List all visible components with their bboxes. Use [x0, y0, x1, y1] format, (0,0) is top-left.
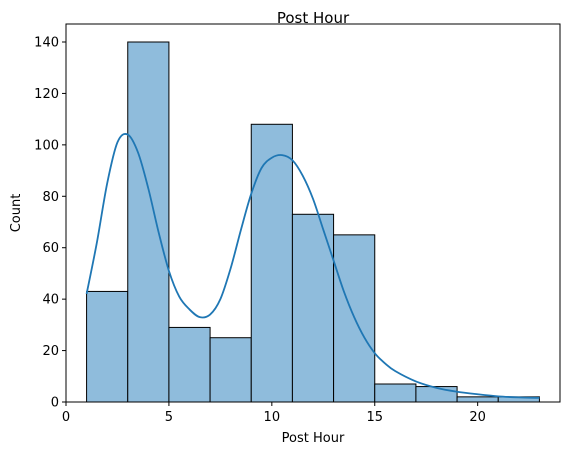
histogram-bar	[456, 396, 499, 403]
x-tick-label: 10	[264, 410, 281, 425]
y-tick-label: 80	[42, 190, 59, 205]
y-axis-label: Count	[9, 194, 24, 233]
bars-group	[86, 41, 540, 403]
x-tick-label: 15	[366, 410, 383, 425]
y-tick-label: 20	[42, 344, 59, 359]
y-tick-label: 0	[51, 396, 59, 411]
y-tick-label: 60	[42, 241, 59, 256]
chart-title: Post Hour	[277, 9, 350, 27]
histogram-bar	[209, 337, 252, 403]
y-tick-label: 120	[34, 87, 59, 102]
x-tick-label: 0	[62, 410, 70, 425]
y-axis: 0 20 40 60 80 100 120 140	[34, 36, 66, 411]
histogram-bar	[168, 326, 211, 403]
histogram-bar	[127, 41, 170, 403]
x-tick-label: 20	[469, 410, 486, 425]
y-tick-label: 40	[42, 293, 59, 308]
kde-line	[85, 133, 540, 399]
histogram-bar	[250, 123, 293, 403]
x-axis-label: Post Hour	[282, 431, 345, 446]
y-tick-label: 140	[34, 36, 59, 51]
histogram-bar	[86, 290, 129, 403]
y-tick-label: 100	[34, 138, 59, 153]
x-tick-label: 5	[165, 410, 173, 425]
histogram-bar	[374, 383, 417, 403]
plot-frame	[65, 23, 561, 403]
x-axis: 0 5 10 15 20	[62, 402, 486, 425]
histogram-bar	[415, 386, 458, 403]
